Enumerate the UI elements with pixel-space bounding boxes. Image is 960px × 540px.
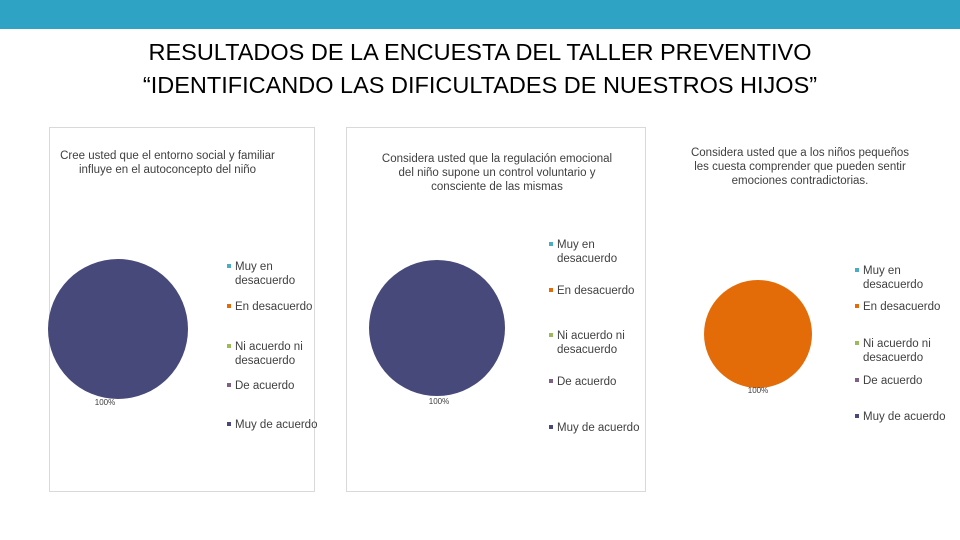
title-line-1: RESULTADOS DE LA ENCUESTA DEL TALLER PRE… (148, 39, 812, 65)
legend-marker (549, 379, 553, 383)
legend-label: Muy en desacuerdo (863, 265, 924, 291)
chart-title-2: Considera usted que la regulación emocio… (381, 153, 613, 193)
legend-marker (855, 268, 859, 272)
legend-label: De acuerdo (557, 376, 617, 388)
legend-item-muy-de-acuerdo: Muy de acuerdo (549, 421, 649, 435)
legend-label: En desacuerdo (557, 285, 635, 297)
chart-panel-2: Considera usted que la regulación emocio… (346, 127, 646, 492)
pie-slice-en-desacuerdo (704, 280, 812, 388)
legend-item-muy-de-acuerdo: Muy de acuerdo (855, 410, 955, 424)
pie-chart-3: 100% (704, 280, 812, 395)
legend-item-muy-en-desacuerdo: Muy en desacuerdo (549, 238, 649, 266)
legend-label: Muy de acuerdo (863, 411, 946, 423)
top-accent-bar (0, 0, 960, 29)
legend-label: En desacuerdo (235, 301, 313, 313)
legend-marker (855, 304, 859, 308)
legend-label: Ni acuerdo ni desacuerdo (863, 338, 931, 364)
data-label-muy-de-acuerdo: 100% (95, 398, 115, 407)
legend-label: Muy de acuerdo (557, 422, 640, 434)
legend-marker (549, 288, 553, 292)
legend-marker (549, 242, 553, 246)
legend-marker (227, 344, 231, 348)
legend-item-muy-de-acuerdo: Muy de acuerdo (227, 418, 327, 432)
legend-label: Muy en desacuerdo (235, 261, 296, 287)
legend-marker (549, 333, 553, 337)
legend-item-en-desacuerdo: En desacuerdo (549, 284, 649, 298)
legend-item-de-acuerdo: De acuerdo (227, 379, 327, 393)
chart-title-1: Cree usted que el entorno social y famil… (60, 150, 275, 176)
title-line-2: “IDENTIFICANDO LAS DIFICULTADES DE NUEST… (142, 72, 818, 98)
legend-item-muy-en-desacuerdo: Muy en desacuerdo (855, 264, 955, 292)
legend-marker (227, 383, 231, 387)
legend-label: En desacuerdo (863, 301, 941, 313)
legend-item-de-acuerdo: De acuerdo (855, 374, 955, 388)
legend-item-ni-acuerdo-ni-desacuerdo: Ni acuerdo ni desacuerdo (549, 329, 649, 357)
data-label-en-desacuerdo: 100% (748, 386, 768, 395)
pie-chart-2: 100% (369, 260, 505, 406)
pie-slice-muy-de-acuerdo (369, 260, 505, 396)
data-label-muy-de-acuerdo: 100% (429, 397, 449, 406)
legend-item-ni-acuerdo-ni-desacuerdo: Ni acuerdo ni desacuerdo (227, 340, 327, 368)
legend-marker (227, 264, 231, 268)
pie-chart-1: 100% (48, 259, 188, 407)
legend-item-en-desacuerdo: En desacuerdo (227, 300, 327, 314)
legend-item-en-desacuerdo: En desacuerdo (855, 300, 955, 314)
legend-marker (855, 341, 859, 345)
legend-marker (855, 378, 859, 382)
legend-marker (549, 425, 553, 429)
pie-slice-muy-de-acuerdo (48, 259, 188, 399)
chart-title-3: Considera usted que a los niños pequeños… (690, 147, 910, 187)
chart-panel-1: Cree usted que el entorno social y famil… (48, 127, 317, 492)
legend-marker (227, 304, 231, 308)
legend-marker (855, 414, 859, 418)
legend-item-muy-en-desacuerdo: Muy en desacuerdo (227, 260, 327, 288)
legend-marker (227, 422, 231, 426)
legend-label: Muy de acuerdo (235, 419, 318, 431)
chart-panel-3: Considera usted que a los niños pequeños… (680, 127, 950, 492)
legend-label: Muy en desacuerdo (557, 239, 618, 265)
legend-item-de-acuerdo: De acuerdo (549, 375, 649, 389)
legend-label: De acuerdo (863, 375, 923, 387)
legend-label: Ni acuerdo ni desacuerdo (557, 330, 625, 356)
page-title: RESULTADOS DE LA ENCUESTA DEL TALLER PRE… (40, 36, 920, 102)
legend-item-ni-acuerdo-ni-desacuerdo: Ni acuerdo ni desacuerdo (855, 337, 955, 365)
legend-label: De acuerdo (235, 380, 295, 392)
legend-label: Ni acuerdo ni desacuerdo (235, 341, 303, 367)
